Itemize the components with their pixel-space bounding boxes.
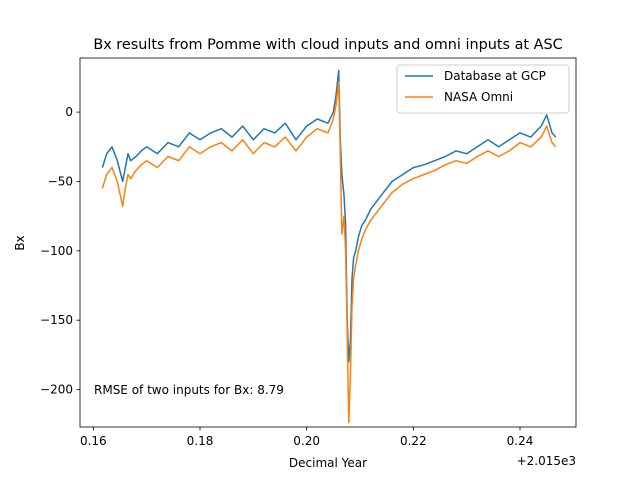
x-axis-ticks: 0.16 0.18 0.20 0.22 0.24: [80, 427, 533, 448]
y-tick-label: −200: [40, 383, 73, 397]
x-axis-offset-label: +2.015e3: [517, 454, 576, 468]
x-tick-label: 0.20: [293, 434, 320, 448]
legend-label-database-at-gcp: Database at GCP: [444, 69, 546, 83]
legend-box: [396, 64, 570, 114]
rmse-annotation: RMSE of two inputs for Bx: 8.79: [94, 383, 284, 397]
series-layer: [101, 69, 557, 424]
y-axis-label: Bx: [13, 235, 27, 250]
y-tick-label: −150: [40, 313, 73, 327]
y-axis-ticks: 0 −50 −100 −150 −200: [40, 105, 80, 397]
y-tick-label: 0: [65, 105, 73, 119]
series-line-nasa-omni: [101, 80, 557, 424]
y-tick-label: −100: [40, 244, 73, 258]
x-tick-label: 0.16: [80, 434, 107, 448]
legend-label-nasa-omni: NASA Omni: [444, 90, 513, 104]
legend: Database at GCP NASA Omni: [396, 64, 570, 114]
x-tick-label: 0.22: [400, 434, 427, 448]
axes-frame: [79, 57, 577, 428]
chart-title: Bx results from Pomme with cloud inputs …: [93, 37, 562, 53]
plot-area: [80, 58, 576, 427]
y-tick-label: −50: [48, 174, 73, 188]
x-axis-label: Decimal Year: [289, 456, 367, 470]
x-tick-label: 0.24: [507, 434, 534, 448]
x-tick-label: 0.18: [187, 434, 214, 448]
